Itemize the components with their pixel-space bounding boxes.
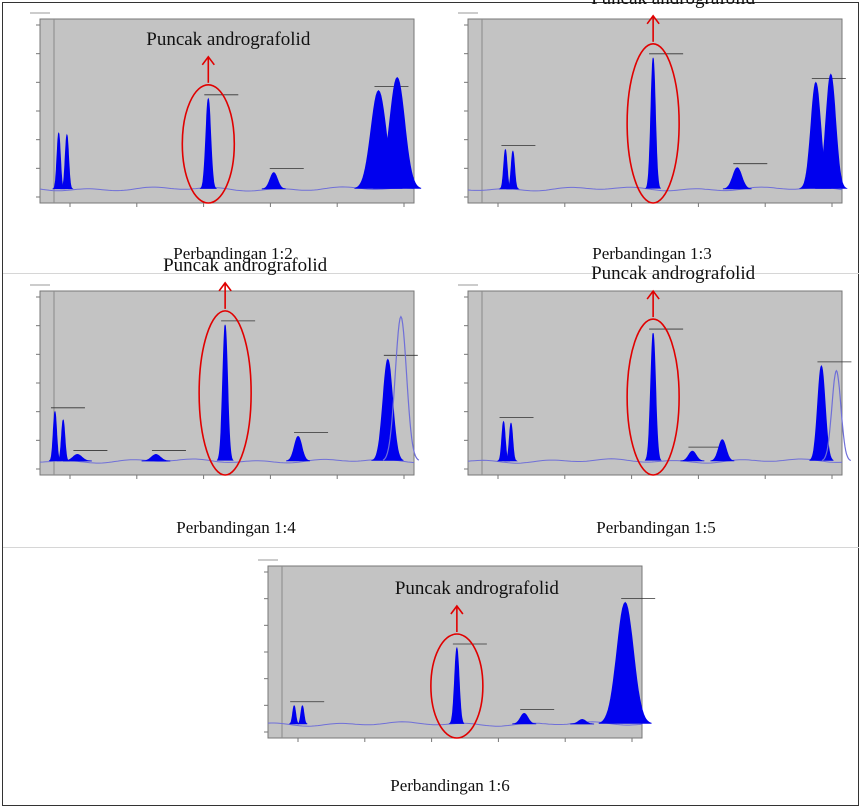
chromatogram-peak: [598, 601, 652, 724]
chromatogram-peak: [645, 57, 662, 189]
chromatogram-baseline: [39, 458, 415, 464]
annotation-arrow-head: [218, 281, 232, 292]
annotation-arrow-head: [646, 289, 660, 300]
chromatogram-panel-1-6: Puncak andrografolid: [238, 552, 656, 770]
annotation-arrow-head: [450, 604, 464, 615]
row-divider-1: [3, 273, 859, 274]
chromatogram-peak: [286, 435, 311, 462]
chromatogram-panel-1-5: Puncak andrografolid: [438, 263, 852, 507]
chromatogram-peak: [199, 97, 218, 189]
chromatogram-peak: [710, 439, 735, 462]
chromatogram-caption-1-6: Perbandingan 1:6: [390, 776, 510, 795]
chromatogram-peak: [680, 450, 705, 462]
annotation-label: Puncak andrografolid: [163, 255, 328, 276]
chromatogram-baseline: [39, 186, 415, 192]
chromatogram-peak: [261, 172, 286, 190]
annotation-label: Puncak andrografolid: [591, 263, 756, 284]
chromatogram-svg: Puncak andrografolid: [30, 255, 420, 479]
chromatogram-peak: [48, 410, 62, 462]
andrografolid-highlight-ellipse: [626, 43, 680, 204]
chromatogram-svg: Puncak andrografolid: [458, 263, 852, 479]
chromatogram-peak: [373, 76, 422, 189]
annotation-label: Puncak andrografolid: [146, 29, 311, 50]
chromatogram-peak: [512, 712, 537, 725]
chromatogram-panel-1-4: Puncak andrografolid: [10, 255, 420, 507]
chromatogram-caption-1-4: Perbandingan 1:4: [176, 518, 296, 537]
annotation-arrow-head: [646, 14, 660, 25]
chromatogram-svg: Puncak andrografolid: [258, 559, 656, 742]
chromatogram-panel-1-3: Puncak andrografolid: [438, 0, 848, 235]
chromatogram-peak: [448, 646, 465, 724]
chromatogram-panel-1-2: Puncak andrografolid: [10, 5, 422, 235]
chromatogram-peak: [644, 333, 662, 461]
annotation-arrow-head: [201, 55, 215, 66]
andrografolid-highlight-ellipse: [430, 633, 484, 739]
chromatogram-peak: [504, 422, 518, 462]
andrografolid-highlight-ellipse: [181, 83, 236, 204]
annotation-label: Puncak andrografolid: [591, 0, 756, 9]
chromatogram-peak: [722, 167, 752, 190]
chromatogram-peak: [370, 358, 404, 461]
chromatogram-peak: [60, 133, 74, 190]
chromatogram-peak: [62, 453, 92, 462]
chromatogram-caption-1-2: Perbandingan 1:2: [173, 244, 293, 263]
annotation-label: Puncak andrografolid: [395, 578, 560, 599]
chromatogram-peak: [815, 73, 848, 189]
andrografolid-highlight-ellipse: [198, 310, 252, 476]
chromatogram-peak: [570, 718, 595, 725]
chromatogram-peak: [289, 705, 300, 725]
chromatogram-peak-outline: [382, 315, 420, 461]
chromatogram-peak: [297, 705, 308, 725]
andrografolid-highlight-ellipse: [626, 318, 680, 476]
chromatogram-peak: [51, 132, 66, 190]
chromatogram-caption-1-3: Perbandingan 1:3: [592, 244, 712, 263]
row-divider-2: [3, 547, 859, 548]
chromatogram-baseline: [467, 458, 843, 464]
chromatogram-svg: Puncak andrografolid: [458, 0, 848, 207]
chromatogram-baseline: [467, 186, 843, 192]
plot-area: [39, 18, 415, 204]
chromatogram-caption-1-5: Perbandingan 1:5: [596, 518, 716, 537]
chromatogram-peak: [56, 419, 70, 462]
chromatogram-peak: [141, 453, 171, 462]
chromatogram-svg: Puncak andrografolid: [30, 12, 422, 207]
chromatogram-peak: [506, 150, 520, 190]
chromatogram-peak: [809, 365, 834, 461]
chromatogram-peak: [216, 324, 234, 461]
chromatogram-peak-outline: [821, 369, 852, 462]
